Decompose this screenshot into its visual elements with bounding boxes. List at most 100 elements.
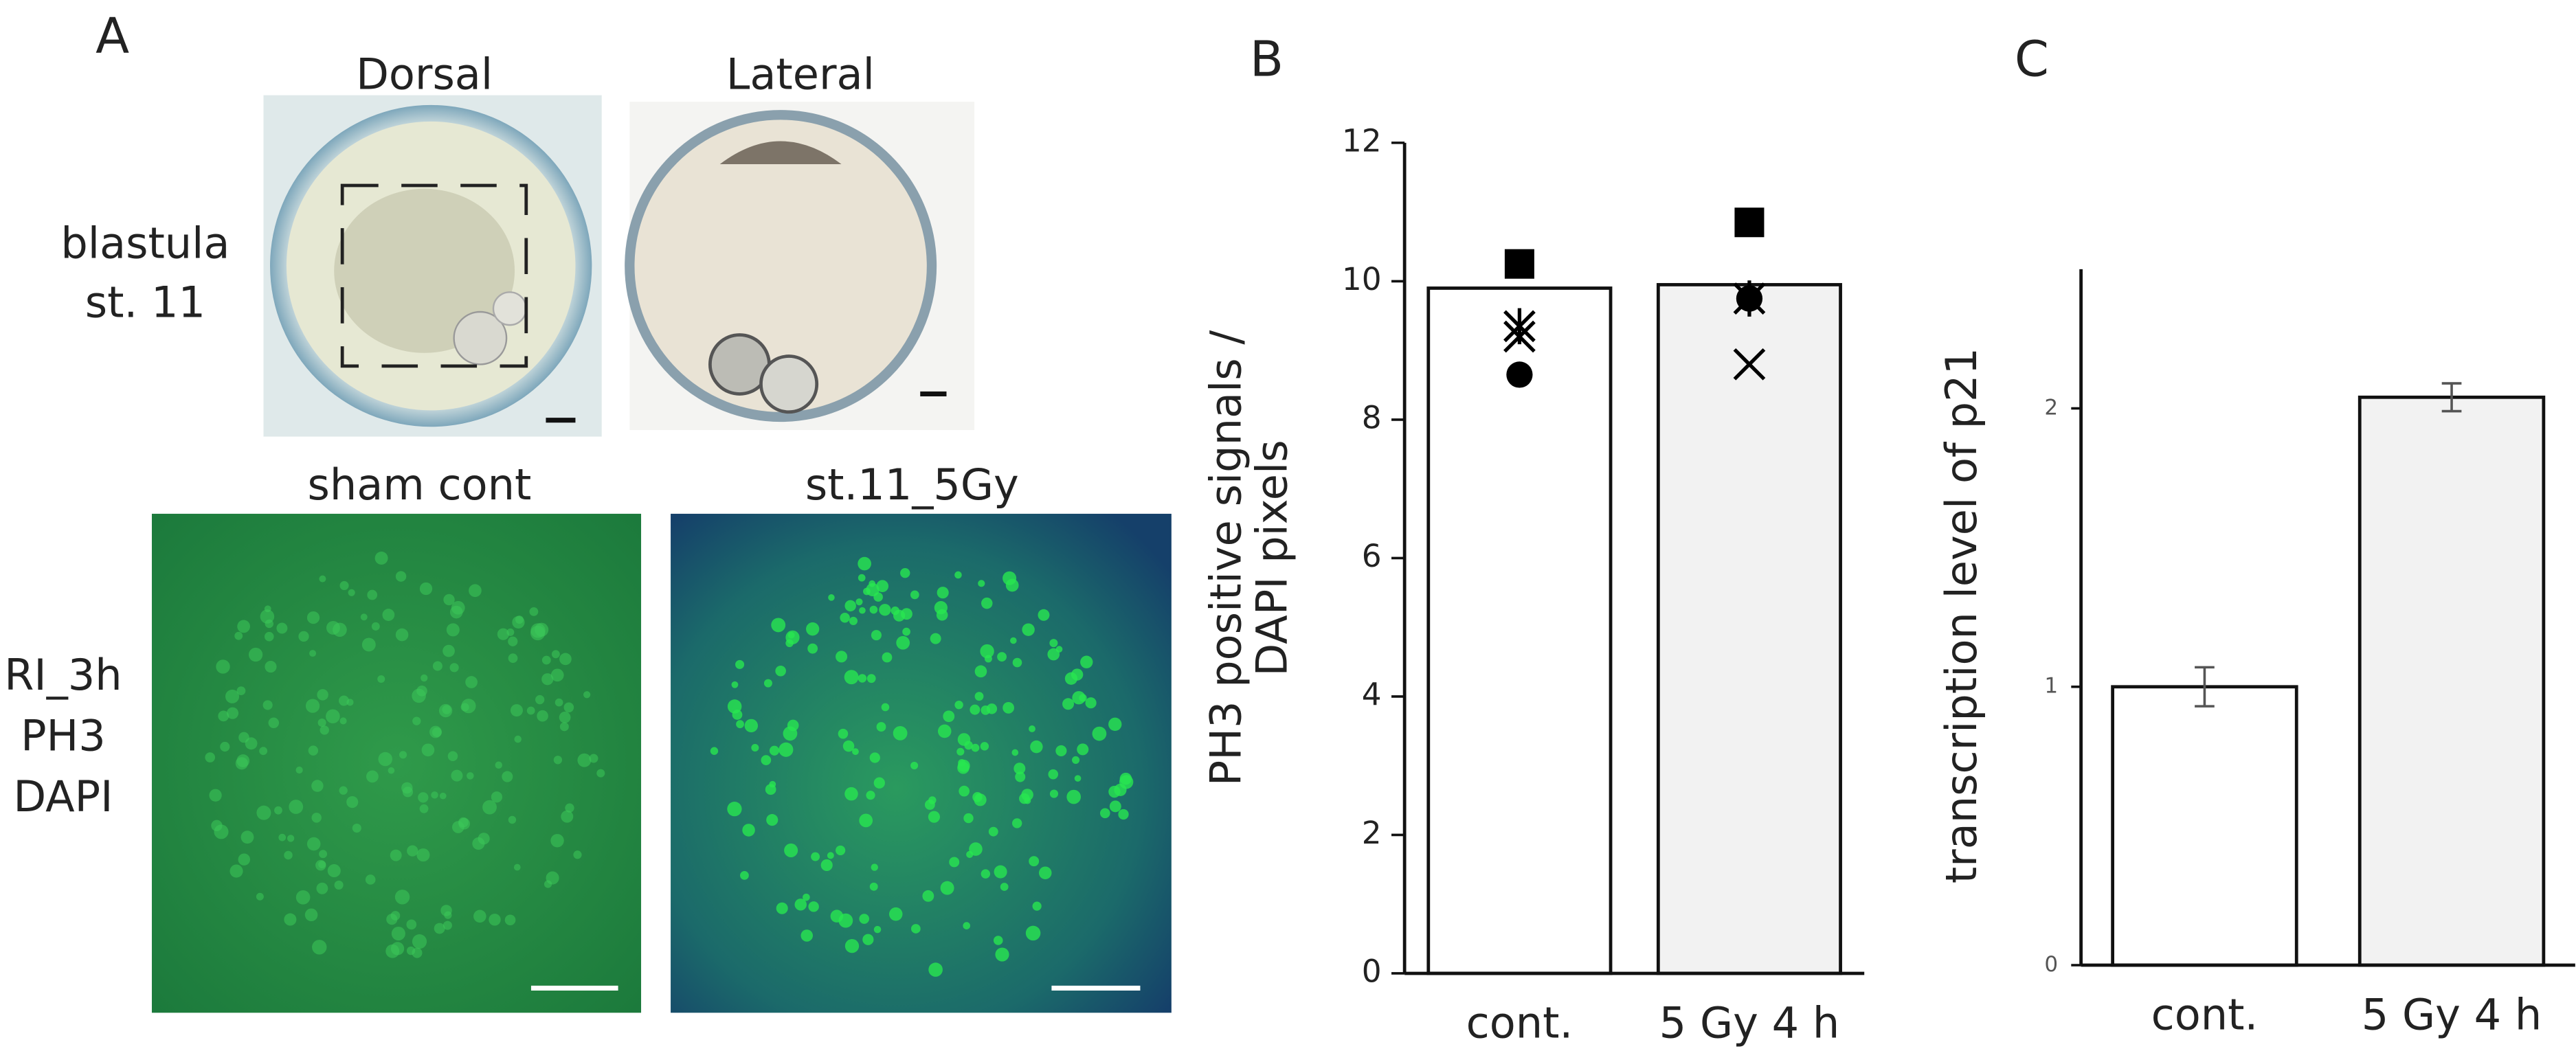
nucleus (1038, 609, 1050, 621)
nucleus (974, 692, 984, 701)
nucleus (320, 725, 329, 735)
nucleus (473, 910, 486, 923)
nucleus (537, 710, 548, 722)
nucleus (348, 589, 355, 596)
nucleus (974, 665, 987, 678)
nucleus (1000, 883, 1009, 891)
nucleus (529, 607, 539, 616)
nucleus (339, 786, 348, 795)
nucleus (238, 853, 251, 866)
nucleus (742, 824, 755, 837)
nucleus (859, 813, 873, 828)
nucleus (385, 944, 400, 958)
nucleus (1047, 648, 1060, 661)
nucleus (378, 752, 392, 767)
nucleus (388, 767, 395, 774)
nucleus (943, 710, 955, 723)
nucleus (559, 711, 571, 723)
nucleus (541, 673, 554, 686)
nucleus (264, 631, 274, 642)
view-label: Lateral (726, 49, 875, 99)
nucleus (365, 874, 376, 885)
nucleus (1072, 756, 1080, 764)
nucleus (1092, 726, 1107, 741)
nucleus (515, 615, 524, 624)
nucleus (993, 936, 1003, 945)
nucleus (727, 802, 742, 817)
nucleus (395, 571, 407, 582)
nucleus (852, 748, 859, 756)
nucleus (460, 703, 469, 712)
nucleus (924, 800, 935, 810)
nucleus (994, 865, 1007, 879)
condition-label: sham cont (308, 460, 532, 510)
nucleus (879, 604, 891, 616)
nucleus (432, 661, 443, 671)
nucleus (367, 589, 378, 600)
nucleus (785, 639, 794, 648)
nucleus (412, 688, 426, 703)
nucleus (399, 751, 407, 759)
nucleus (220, 741, 230, 752)
nucleus (583, 691, 591, 699)
nucleus (312, 940, 327, 955)
nucleus (1003, 571, 1017, 585)
nucleus (783, 726, 798, 741)
nucleus (561, 810, 574, 823)
nucleus (1049, 789, 1059, 798)
nucleus (1025, 925, 1041, 941)
nucleus (240, 831, 254, 844)
nucleus (972, 792, 983, 802)
nucleus (305, 699, 320, 713)
nucleus (318, 860, 326, 869)
nucleus (346, 699, 354, 706)
nucleus (1049, 639, 1058, 648)
nucleus (1048, 769, 1059, 780)
nucleus (235, 757, 248, 770)
y-tick-label: 6 (1362, 538, 1382, 574)
nucleus (849, 616, 858, 625)
point (1503, 320, 1536, 353)
nucleus (862, 934, 874, 945)
nucleus (858, 574, 866, 582)
nucleus (596, 769, 605, 778)
photo-lateral (625, 102, 975, 431)
nucleus (366, 770, 379, 783)
nucleus (276, 622, 288, 634)
nucleus (763, 679, 772, 688)
nucleus (744, 719, 759, 733)
nucleus (382, 609, 395, 621)
nucleus (910, 924, 921, 934)
nucleus (406, 946, 416, 956)
y-tick-label: 2 (2044, 396, 2058, 420)
nucleus (910, 761, 919, 769)
nucleus (873, 925, 882, 934)
nucleus (922, 890, 934, 902)
nucleus (1077, 743, 1089, 756)
nucleus (319, 850, 328, 859)
nucleus (838, 728, 849, 739)
nucleus (775, 665, 786, 677)
nucleus (526, 706, 535, 715)
nucleus (740, 870, 749, 880)
x-tick-label: 5 Gy 4 h (2362, 990, 2542, 1040)
nucleus (295, 766, 303, 774)
nucleus (844, 787, 858, 801)
y-tick-label: 8 (1362, 399, 1382, 436)
nucleus (936, 609, 948, 621)
nucleus (959, 785, 970, 797)
nucleus (309, 650, 317, 657)
error-bar (2195, 666, 2215, 708)
nucleus (954, 571, 962, 579)
point (1506, 361, 1533, 388)
nucleus (284, 850, 293, 860)
nucleus (391, 926, 405, 941)
point (1733, 348, 1766, 381)
stain-label: DAPI (13, 771, 113, 822)
bar (1426, 286, 1613, 975)
nucleus (395, 628, 409, 642)
nucleus (306, 837, 321, 851)
nucleus (1085, 697, 1097, 709)
nucleus (869, 605, 878, 614)
nucleus (326, 709, 340, 724)
